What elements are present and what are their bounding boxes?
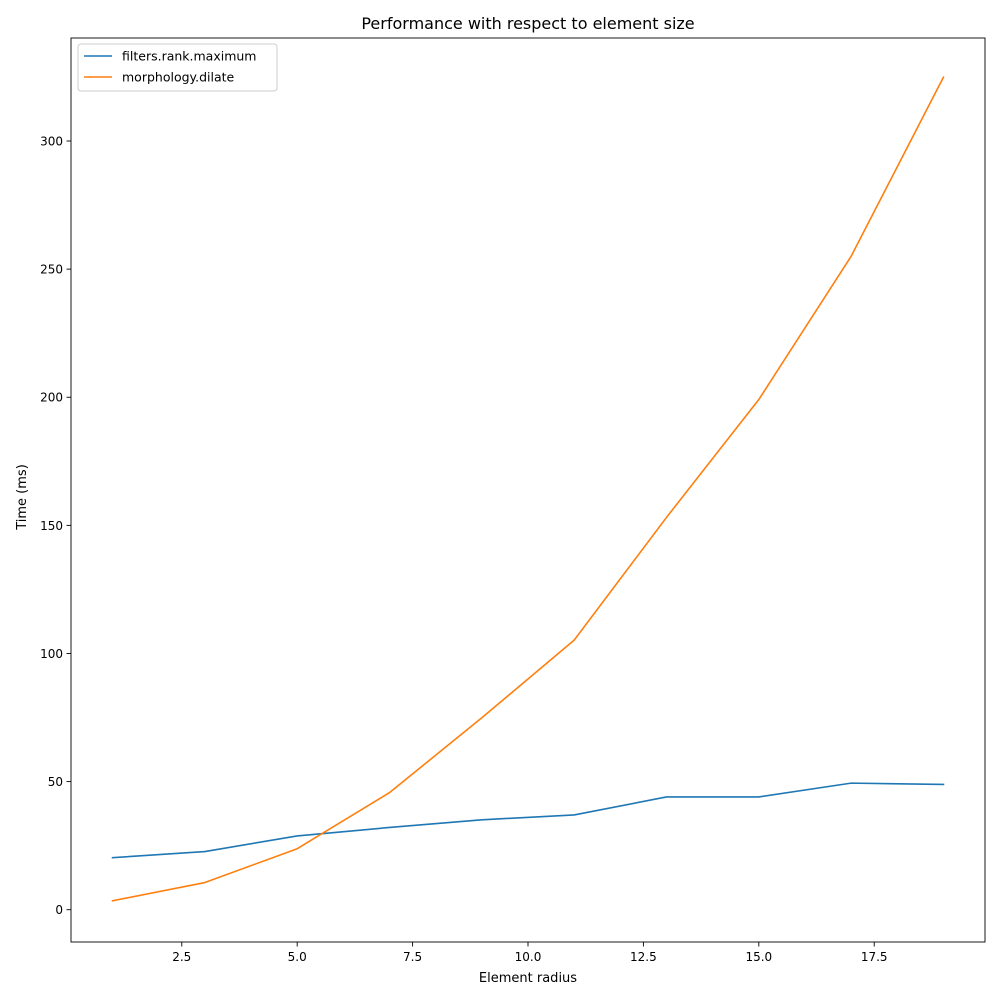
x-tick-label: 2.5 [172,950,191,964]
legend-label-1: morphology.dilate [122,70,235,85]
series-line-0 [111,782,945,859]
series-line-1 [111,76,945,902]
legend: filters.rank.maximum morphology.dilate [77,43,278,92]
x-axis-label: Element radius [479,971,577,986]
y-tick-label: 0 [55,903,63,917]
legend-frame [77,43,278,92]
y-tick-label: 200 [40,391,63,405]
x-tick-label: 5.0 [288,950,307,964]
legend-label-0: filters.rank.maximum [122,49,256,64]
x-tick-label: 12.5 [630,950,657,964]
y-axis-label: Time (ms) [15,464,30,531]
y-tick-label: 150 [40,519,63,533]
x-tick-label: 17.5 [861,950,888,964]
x-tick-label: 7.5 [403,950,422,964]
y-tick-label: 300 [40,135,63,149]
chart-title: Performance with respect to element size [361,14,694,33]
plot-area: 2.5 5.0 7.5 10.0 12.5 15.0 17.5 0 50 100 150 200 250… [40,37,986,964]
y-tick-label: 50 [48,775,63,789]
y-tick-label: 250 [40,263,63,277]
x-tick-label: 10.0 [515,950,542,964]
y-tick-label: 100 [40,647,63,661]
x-tick-label: 15.0 [745,950,772,964]
